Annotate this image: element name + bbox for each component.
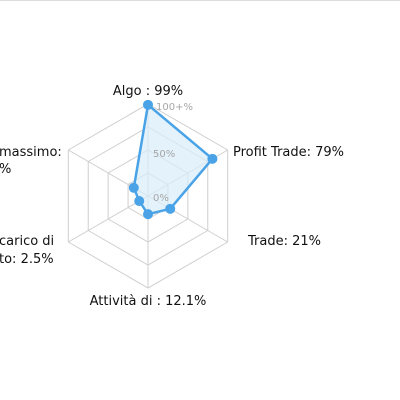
- data-point-4[interactable]: [134, 196, 145, 207]
- data-point-2[interactable]: [165, 203, 176, 214]
- top-divider: [0, 0, 400, 1]
- axis-label-attivita: Attività di : 12.1%: [90, 294, 207, 309]
- axis-label-carico-line1: carico di: [0, 234, 54, 249]
- tick-label-0: 0%: [153, 193, 169, 204]
- axis-label-massimo-line2: %: [0, 162, 11, 177]
- axis-label-algo: Algo : 99%: [113, 84, 183, 99]
- data-point-3[interactable]: [143, 209, 153, 220]
- radar-series: [128, 99, 218, 220]
- axis-label-trade: Trade: 21%: [247, 234, 321, 249]
- data-point-0[interactable]: [143, 99, 153, 110]
- data-point-5[interactable]: [128, 182, 139, 193]
- tick-label-100: 100+%: [156, 102, 193, 113]
- axis-label-profit-trade: Profit Trade: 79%: [233, 145, 344, 160]
- axis-label-carico-line2: to: 2.5%: [0, 252, 54, 267]
- grid-spoke-4: [68, 195, 149, 243]
- axis-label-massimo-line1: massimo:: [0, 145, 62, 160]
- data-point-1[interactable]: [207, 153, 218, 164]
- tick-label-50: 50%: [153, 149, 175, 160]
